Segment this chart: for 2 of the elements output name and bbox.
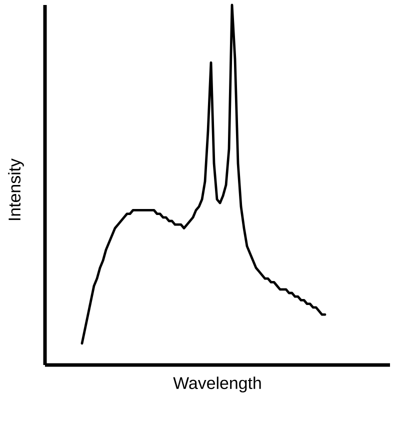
y-axis-title: Intensity [8, 158, 24, 220]
x-axis-title: Wavelength [173, 376, 261, 392]
